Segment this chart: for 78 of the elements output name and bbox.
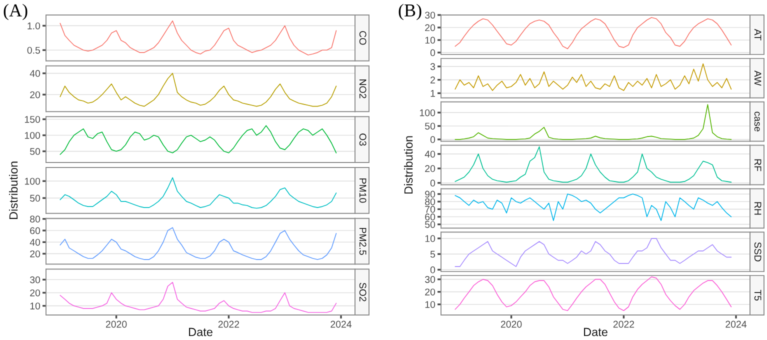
- y-tick-label: 80: [30, 216, 40, 223]
- y-tick-label: 1.0: [28, 22, 40, 30]
- y-tick-label: 40: [424, 150, 436, 158]
- y-axis-title: Distribution: [8, 162, 18, 219]
- y-tick-label: 50: [30, 194, 40, 202]
- y-tick-label: 30: [425, 12, 436, 19]
- x-tick-label: 2020: [106, 320, 127, 328]
- line-series: [454, 238, 732, 267]
- line-series: [60, 282, 337, 313]
- text: O3: [359, 134, 366, 146]
- y-tick-label: 90: [425, 190, 436, 198]
- x-tick-label: 2022: [218, 320, 240, 328]
- y-tick-label: 100: [420, 109, 436, 116]
- y-tick-label: 1: [430, 90, 435, 97]
- y-tick-label: 50: [30, 148, 40, 155]
- text: SSD: [754, 242, 762, 262]
- text: CO: [359, 31, 366, 45]
- y-tick-label: 20: [425, 24, 436, 32]
- line-series: [60, 72, 337, 107]
- y-tick-label: 60: [425, 214, 436, 220]
- text: PM2.5: [359, 228, 366, 255]
- y-tick-label: 100: [24, 178, 40, 185]
- text: SO2: [359, 282, 366, 302]
- line-series: [454, 276, 732, 312]
- y-tick-label: 20: [425, 288, 436, 296]
- y-tick-label: 150: [24, 116, 40, 123]
- text: AT: [754, 28, 762, 40]
- y-axis-title: Distribution: [404, 136, 413, 194]
- x-axis-title: Date: [584, 328, 608, 336]
- y-tick-label: 40: [30, 238, 40, 246]
- line-series: [454, 194, 732, 221]
- line-series: [60, 20, 337, 56]
- y-tick-label: 3: [430, 63, 436, 70]
- text: (B): [398, 4, 422, 20]
- y-tick-label: 10: [425, 301, 436, 308]
- y-tick-label: 30: [30, 276, 40, 284]
- x-tick-label: 2024: [726, 320, 747, 328]
- y-tick-label: 30: [425, 276, 436, 283]
- y-tick-label: 50: [425, 221, 436, 228]
- y-tick-label: 40: [30, 70, 40, 77]
- line-series: [454, 146, 732, 183]
- line-series: [60, 177, 337, 209]
- y-tick-label: 10: [425, 235, 436, 242]
- x-tick-label: 2020: [500, 320, 522, 328]
- y-tick-label: 20: [30, 289, 40, 296]
- y-tick-label: 0: [430, 49, 436, 56]
- y-tick-label: 20: [30, 250, 40, 258]
- text: AW: [754, 70, 762, 86]
- text: (A): [4, 4, 28, 20]
- y-tick-label: 50: [425, 122, 436, 130]
- line-series: [454, 104, 732, 140]
- line-series: [60, 125, 337, 155]
- text: case: [754, 112, 760, 132]
- y-tick-label: 20: [425, 165, 436, 172]
- text: RF: [754, 159, 762, 172]
- text: NO2: [359, 80, 366, 98]
- y-tick-label: 80: [425, 198, 436, 206]
- y-tick-label: 0: [430, 136, 436, 144]
- x-axis-title: Date: [189, 328, 212, 336]
- line-series: [454, 17, 732, 50]
- line-series: [454, 63, 732, 91]
- y-tick-label: 5: [430, 250, 436, 258]
- y-tick-label: 70: [425, 206, 436, 213]
- text: RH: [754, 202, 762, 215]
- y-tick-label: 10: [425, 36, 436, 44]
- y-tick-label: 0: [430, 180, 436, 187]
- y-tick-label: 10: [30, 302, 40, 310]
- y-tick-label: 0.5: [27, 46, 40, 54]
- y-tick-label: 20: [30, 91, 40, 98]
- text: PM10: [359, 178, 366, 203]
- y-tick-label: 0: [430, 266, 436, 274]
- x-tick-label: 2022: [613, 320, 634, 328]
- text: T5: [754, 290, 762, 301]
- y-tick-label: 60: [30, 227, 40, 234]
- y-tick-label: 100: [24, 132, 40, 139]
- y-tick-label: 2: [430, 76, 435, 84]
- line-series: [60, 227, 337, 260]
- x-tick-label: 2024: [330, 320, 352, 328]
